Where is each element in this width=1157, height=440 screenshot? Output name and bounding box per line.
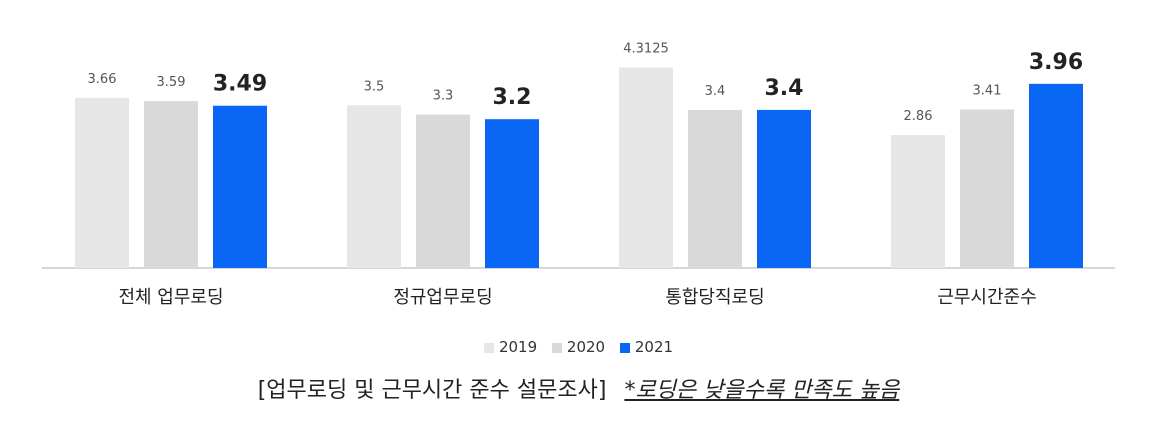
bar-2021-0: [213, 105, 267, 268]
bar-2019-3: [891, 135, 945, 268]
chart-caption: [업무로딩 및 근무시간 준수 설문조사] *로딩은 낮을수록 만족도 높음: [0, 372, 1157, 404]
data-label-2019-2: 4.3125: [623, 41, 669, 56]
legend-swatch-2020: [551, 343, 562, 353]
data-label-2021-2: 3.4: [765, 76, 804, 101]
legend-swatch-2019: [483, 343, 494, 353]
data-label-2021-0: 3.49: [213, 72, 267, 97]
legend-swatch-2021: [619, 343, 630, 353]
legend-label-2020: 2020: [566, 338, 606, 356]
data-label-2019-3: 2.86: [904, 109, 933, 124]
bar-2021-3: [1029, 83, 1083, 268]
data-label-2020-0: 3.59: [157, 75, 186, 90]
data-label-2020-3: 3.41: [973, 83, 1002, 98]
data-label-2020-2: 3.4: [705, 84, 726, 99]
data-label-2019-1: 3.5: [364, 79, 385, 94]
bar-2020-1: [416, 114, 470, 268]
data-label-2021-1: 3.2: [493, 85, 532, 110]
category-label-3: 근무시간준수: [937, 287, 1036, 308]
category-label-0: 전체 업무로딩: [118, 287, 223, 308]
bar-2019-0: [75, 97, 129, 268]
bar-2019-2: [619, 67, 673, 268]
legend-item-2019: 2019: [483, 338, 538, 356]
category-label-1: 정규업무로딩: [393, 287, 492, 308]
bar-2021-1: [485, 119, 539, 268]
caption-note: *로딩은 낮을수록 만족도 높음: [624, 378, 900, 403]
bar-2020-0: [144, 101, 198, 268]
data-label-2019-0: 3.66: [88, 72, 117, 87]
bar-2021-2: [757, 109, 811, 269]
legend-label-2019: 2019: [498, 338, 538, 356]
bar-2020-2: [688, 109, 742, 269]
bar-chart: 3.66 3.59 3.49 전체 업무로딩 3.5 3.3 3.2 정규업무로딩 4.3125…: [42, 41, 1115, 308]
legend: 2019 2020 2021: [0, 338, 1157, 356]
data-label-2020-1: 3.3: [433, 89, 454, 104]
legend-item-2020: 2020: [551, 338, 606, 356]
legend-label-2021: 2021: [634, 338, 674, 356]
category-label-2: 통합당직로딩: [665, 287, 764, 308]
data-label-2021-3: 3.96: [1029, 50, 1083, 75]
legend-item-2021: 2021: [619, 338, 674, 356]
bar-2020-3: [960, 109, 1014, 268]
bar-2019-1: [347, 105, 401, 268]
caption-main: [업무로딩 및 근무시간 준수 설문조사]: [257, 378, 607, 403]
